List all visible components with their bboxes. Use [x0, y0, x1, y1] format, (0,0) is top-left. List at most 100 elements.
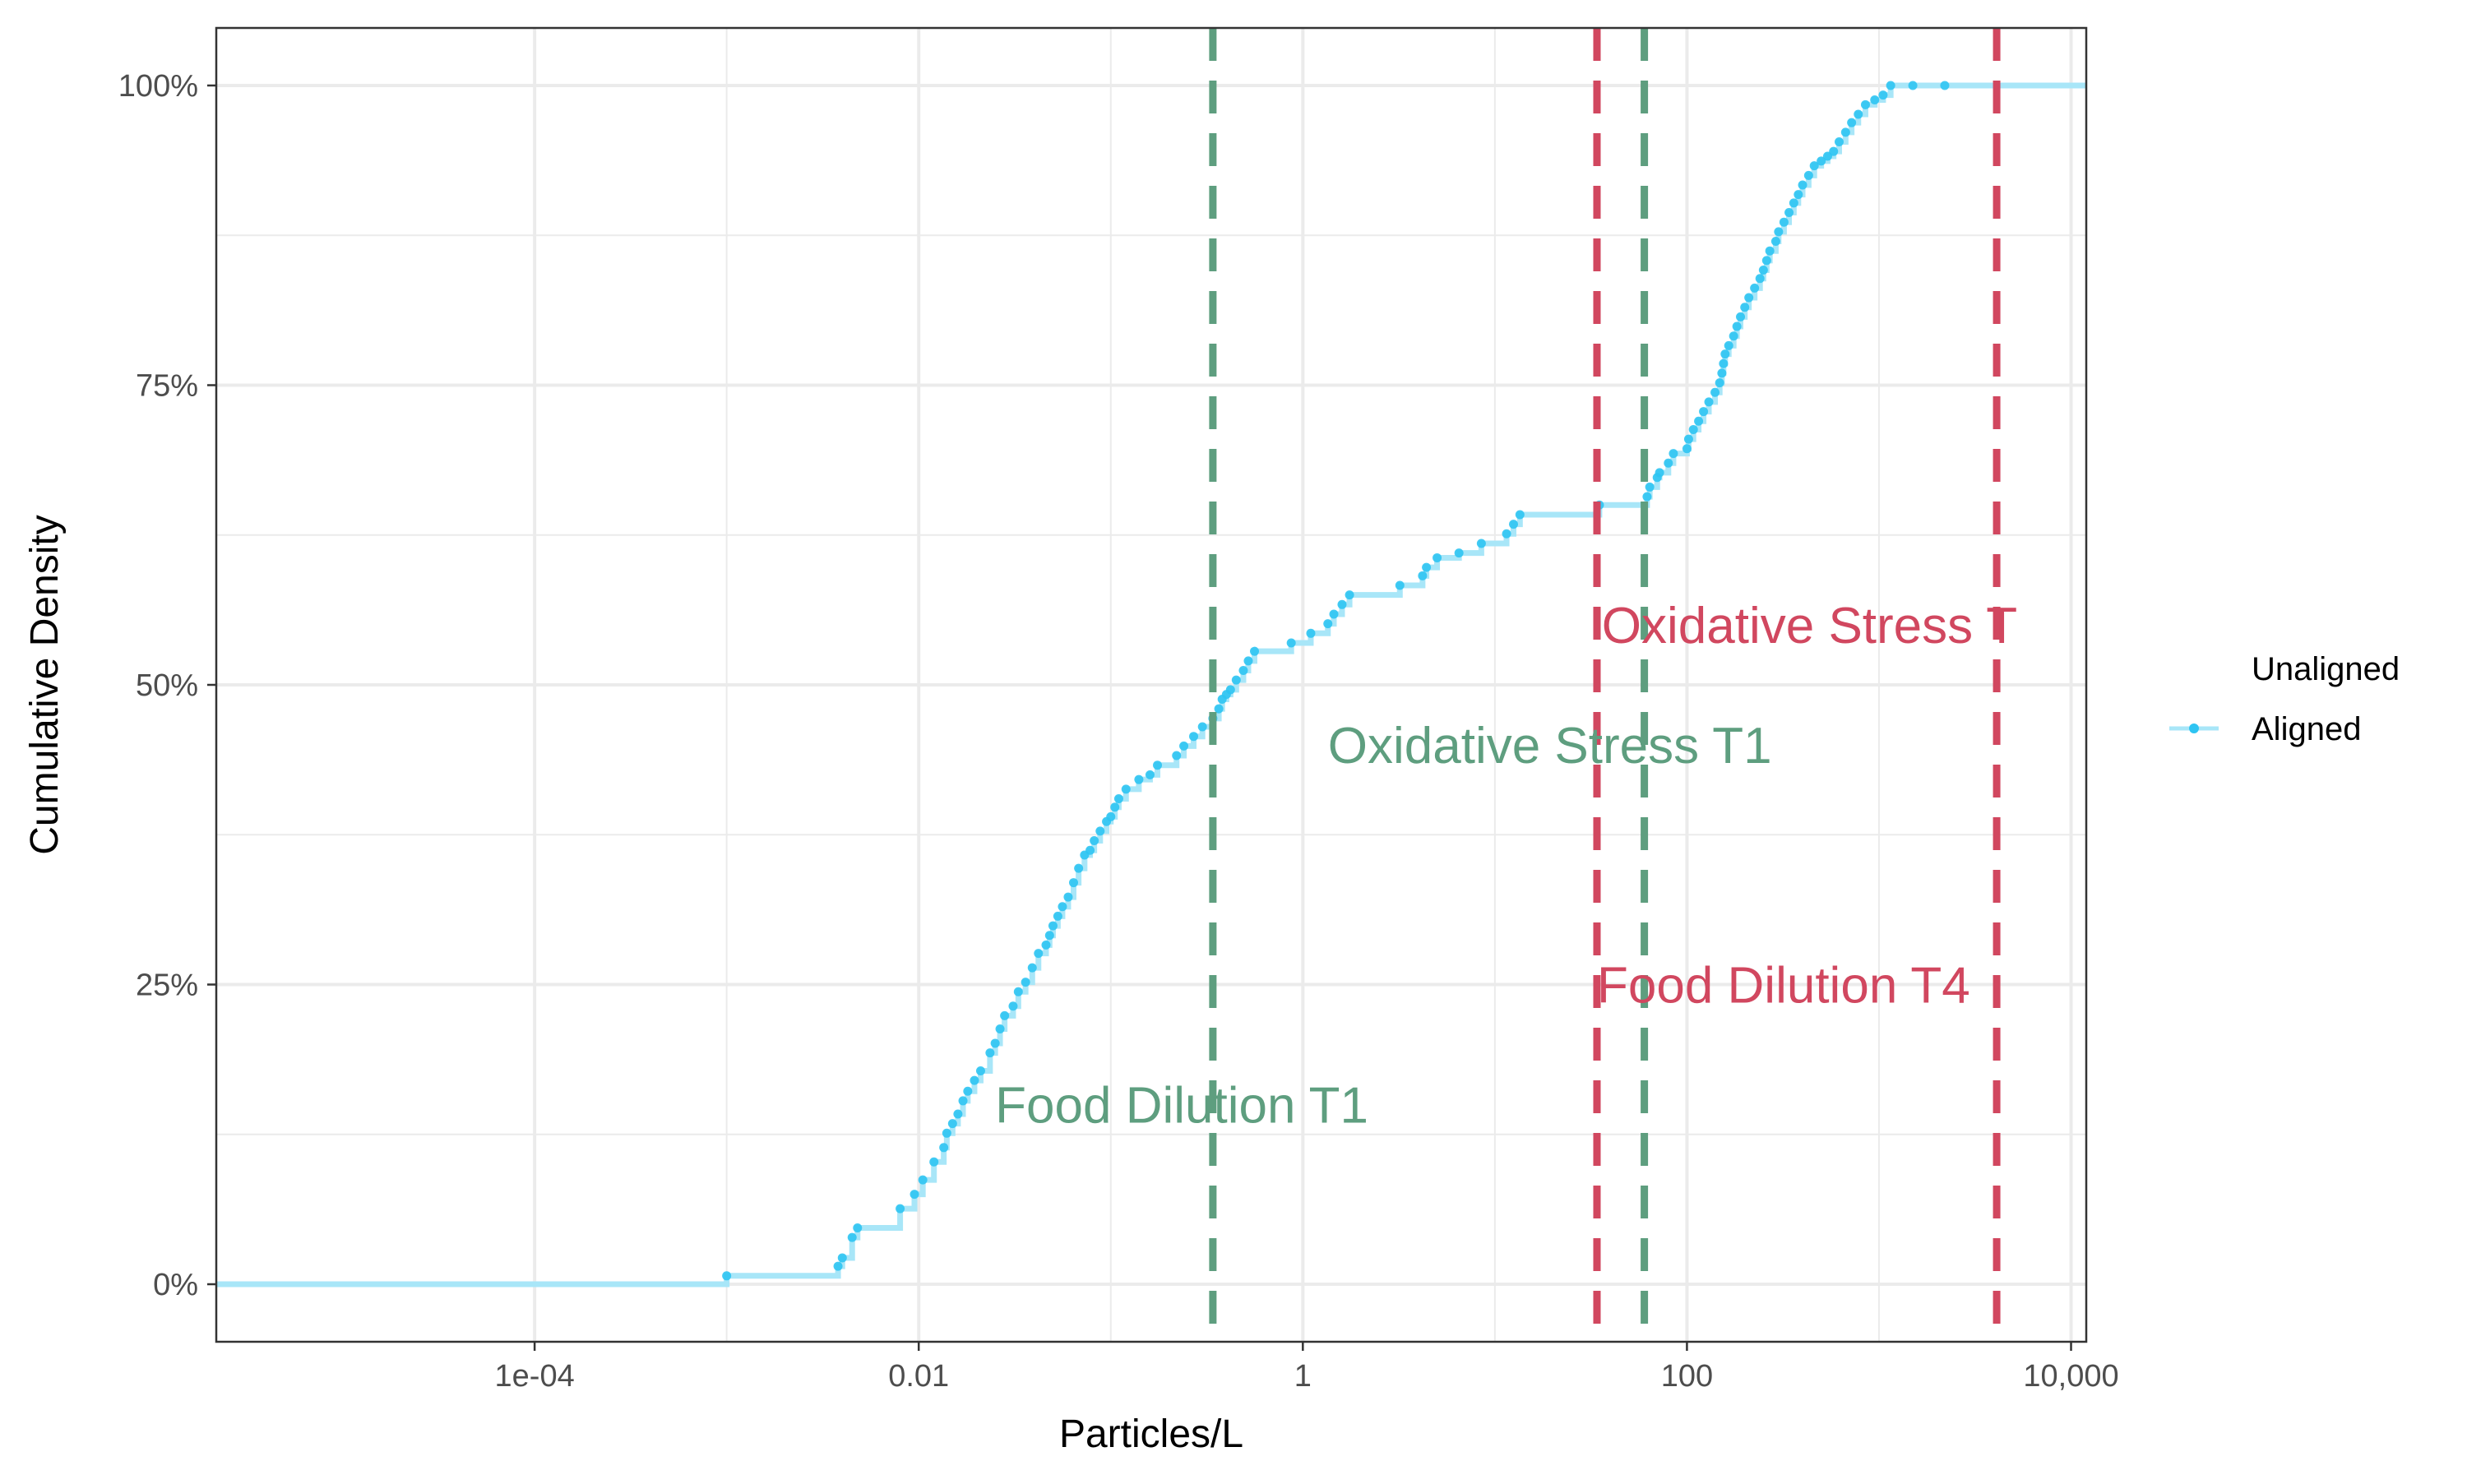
data-point: [1134, 774, 1144, 784]
data-point: [958, 1096, 968, 1106]
y-axis-title: Cumulative Density: [23, 515, 67, 854]
legend-title: Unaligned: [2252, 651, 2400, 687]
data-point: [1817, 156, 1826, 166]
data-point: [1840, 127, 1850, 137]
data-point: [1699, 407, 1709, 417]
series-layer: [216, 81, 2086, 1288]
data-point: [1048, 921, 1058, 931]
data-point: [1172, 751, 1182, 760]
data-point: [1418, 571, 1428, 580]
data-point: [1794, 190, 1803, 200]
data-point: [1740, 303, 1750, 312]
data-point: [942, 1128, 951, 1138]
data-point: [1323, 619, 1333, 629]
data-point: [910, 1190, 919, 1200]
data-point: [896, 1204, 905, 1214]
data-point: [1908, 81, 1918, 90]
data-point: [1058, 902, 1067, 912]
data-point: [1044, 931, 1054, 941]
data-point: [1798, 180, 1807, 190]
data-point: [1095, 826, 1105, 836]
data-point: [1744, 293, 1754, 303]
x-axis-title: Particles/L: [1059, 1412, 1243, 1456]
data-point: [1337, 599, 1347, 609]
data-point: [722, 1271, 732, 1281]
data-point: [990, 1038, 1000, 1048]
data-point: [1834, 137, 1844, 147]
data-point: [1715, 378, 1724, 388]
data-point: [1433, 552, 1442, 562]
data-point: [1758, 266, 1768, 275]
data-point: [1145, 770, 1155, 779]
data-point: [1106, 811, 1116, 821]
data-point: [1682, 444, 1692, 454]
data-point: [1090, 836, 1099, 846]
data-point: [1243, 656, 1253, 666]
data-point: [1765, 246, 1775, 256]
data-point: [1717, 368, 1727, 378]
data-point: [929, 1157, 939, 1167]
reference-line-label: Oxidative Stress T1: [1328, 718, 1772, 774]
data-point: [1847, 118, 1857, 127]
data-point: [1736, 312, 1746, 321]
data-point: [1870, 95, 1880, 104]
data-point: [1454, 548, 1464, 558]
data-point: [1886, 81, 1895, 90]
data-point: [1719, 358, 1729, 368]
data-point: [1021, 978, 1030, 987]
data-point: [1110, 802, 1120, 812]
data-point: [1724, 340, 1733, 350]
legend: Unaligned Aligned: [2169, 651, 2400, 747]
data-point: [1789, 198, 1798, 208]
data-point: [1225, 685, 1235, 695]
data-point: [1774, 227, 1784, 237]
x-tick-label: 10,000: [2023, 1359, 2118, 1394]
data-point: [1761, 256, 1771, 266]
data-point: [963, 1086, 973, 1096]
data-point: [953, 1109, 963, 1119]
reference-line-label: Oxidative Stress T: [1602, 598, 2017, 654]
data-point: [1476, 539, 1486, 548]
x-tick-label: 0.01: [888, 1359, 949, 1394]
data-point: [1779, 217, 1789, 227]
x-tick-label: 1e-04: [495, 1359, 575, 1394]
data-point: [975, 1066, 985, 1075]
x-tick-label: 1: [1294, 1359, 1312, 1394]
data-point: [1508, 520, 1518, 529]
data-point: [1688, 424, 1698, 434]
data-point: [1250, 646, 1260, 656]
data-point: [1642, 492, 1652, 502]
y-tick-label: 50%: [136, 668, 198, 703]
data-point: [1345, 590, 1354, 600]
data-point: [1238, 666, 1248, 676]
plot-area: Food Dilution T1 Food Dilution T4 Oxidativ…: [216, 28, 2086, 1342]
data-point: [939, 1143, 949, 1153]
data-point: [1829, 146, 1839, 156]
data-point: [1645, 482, 1655, 492]
data-point: [1395, 580, 1405, 590]
data-point: [1085, 845, 1095, 855]
data-point: [1000, 1010, 1010, 1020]
data-point: [1306, 628, 1316, 638]
data-point: [1720, 349, 1730, 359]
data-point: [1113, 794, 1123, 804]
y-tick-label: 0%: [153, 1268, 198, 1302]
data-point: [1683, 434, 1693, 444]
data-point: [1034, 949, 1044, 959]
data-point: [1710, 387, 1720, 397]
data-point: [853, 1223, 863, 1232]
data-point: [1214, 704, 1224, 714]
data-point: [1770, 237, 1780, 247]
data-point: [1854, 109, 1863, 119]
data-point: [1750, 283, 1760, 293]
data-point: [1655, 468, 1664, 478]
data-point: [1013, 987, 1023, 996]
data-point: [1940, 81, 1950, 90]
data-point: [1809, 161, 1819, 171]
data-point: [847, 1232, 857, 1242]
data-point: [918, 1175, 928, 1185]
data-point: [1074, 863, 1084, 873]
data-point: [985, 1048, 995, 1058]
data-point: [1803, 170, 1813, 180]
